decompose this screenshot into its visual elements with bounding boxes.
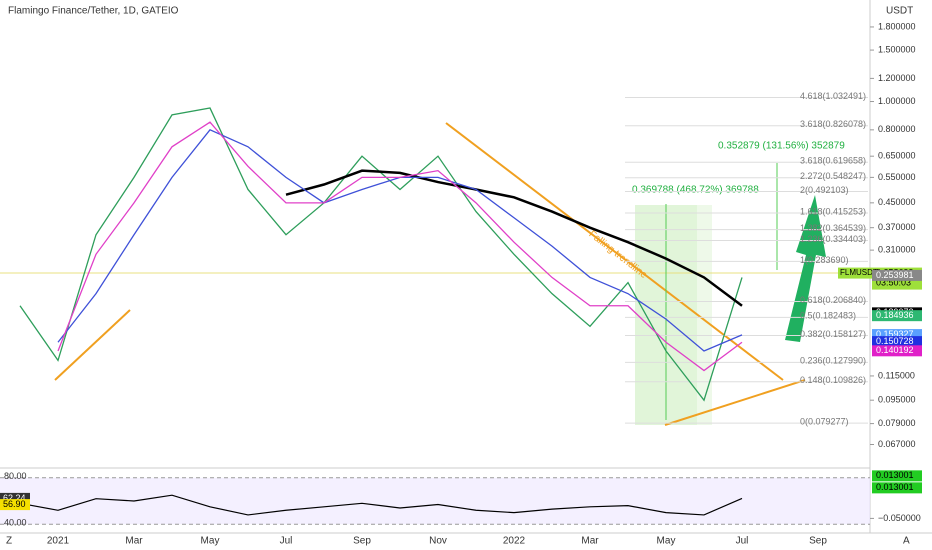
fib-label: 2.272(0.548247) [800, 171, 866, 181]
corner: A [903, 536, 910, 547]
measure-box [697, 205, 712, 425]
x-tick-label: Sep [353, 536, 371, 547]
price-badge: 0.159327 [872, 329, 922, 341]
arrow [785, 195, 826, 342]
fib-label: 3.618(0.826078) [800, 119, 866, 129]
badge-bg [838, 267, 872, 279]
badge-value: 0.150728 [876, 336, 914, 346]
y2-tick-label: −0.050000 [878, 513, 921, 523]
badge-value: 0.184936 [876, 310, 914, 320]
y-tick-label: 0.450000 [878, 197, 916, 207]
badge-bg [0, 492, 30, 504]
fib-label: 1(0.283690) [800, 255, 849, 265]
badge-value: 0.159327 [876, 329, 914, 339]
y-tick-label: 0.067000 [878, 439, 916, 449]
badge-bg [872, 482, 922, 494]
x-tick-label: Mar [125, 536, 143, 547]
x-tick-label: May [657, 536, 676, 547]
y-tick-label: 1.200000 [878, 73, 916, 83]
series-line [19, 494, 743, 516]
badge-bg [872, 336, 922, 348]
panel-badge: 56.90 [0, 499, 30, 511]
trendline [54, 309, 131, 381]
badge-value: 0.253981 [876, 270, 914, 280]
x-tick-label: Sep [809, 536, 827, 547]
price-badge: 0.150728 [872, 336, 922, 348]
badge-value: 0.013001 [876, 482, 914, 492]
title: Flamingo Finance/Tether, 1D, GATEIO [8, 6, 179, 17]
trendline [664, 379, 806, 426]
y-tick-label: 0.095000 [878, 395, 916, 405]
y-tick-label: 80.00 [4, 471, 27, 481]
currency: USDT [886, 6, 913, 17]
y-tick-label: 0.800000 [878, 124, 916, 134]
badge-bg [872, 470, 922, 482]
annotation: 0.369788 (468.72%) 369788 [632, 185, 759, 196]
x-tick-label: 2021 [47, 536, 70, 547]
price-badge: 0.184936 [872, 310, 922, 322]
fib-label: 0.618(0.206840) [800, 295, 866, 305]
y-tick-label: 0.310000 [878, 245, 916, 255]
fib-label: 0(0.079277) [800, 417, 849, 427]
fib-label: 3.618(0.619658) [800, 156, 866, 166]
fib-label: 2(0.492103) [800, 185, 849, 195]
fib-label: 0.5(0.182483) [800, 311, 856, 321]
badge-value: 62.24 [3, 493, 26, 503]
fib-label: 0.148(0.109826) [800, 375, 866, 385]
panel-band [0, 477, 870, 525]
fib-label: 4.618(1.032491) [800, 91, 866, 101]
panel-badge: 62.24 [0, 493, 30, 504]
y-tick-label: 0.115000 [878, 370, 915, 380]
y-tick-label: 1.500000 [878, 44, 916, 54]
series-line [285, 169, 743, 307]
y-tick-label: 0.650000 [878, 151, 916, 161]
fib-label: 0.236(0.127990) [800, 356, 866, 366]
y-tick-label: 40.00 [4, 518, 27, 528]
badge-value: 0.140192 [876, 345, 914, 355]
panel-badge: 0.013001 [872, 470, 922, 482]
annotation: 0.352879 (131.56%) 352879 [718, 141, 845, 152]
series-line [57, 121, 743, 372]
panel-badge: 0.013001 [872, 482, 922, 494]
fib-label: 1.382(0.364539) [800, 223, 866, 233]
x-tick-label: 2022 [503, 536, 526, 547]
y-tick-label: 0.550000 [878, 172, 916, 182]
y-tick-label: 0.079000 [878, 418, 916, 428]
corner: Z [6, 536, 12, 547]
y-tick-label: 1.800000 [878, 21, 916, 31]
badge-bg [872, 269, 922, 281]
fib-label: 0.382(0.158127) [800, 329, 866, 339]
fib-label: 1.618(0.415253) [800, 206, 866, 216]
badge-value: 0.013001 [876, 470, 914, 480]
badge-name: FLMUSDT [840, 268, 878, 277]
badge-bg [872, 329, 922, 341]
y-tick-label: 0.370000 [878, 222, 916, 232]
badge-value: 56.90 [3, 499, 26, 509]
fib-label: 1.236(0.334403) [800, 234, 866, 244]
y-tick-label: 1.000000 [878, 96, 916, 106]
price-badge: 0.253981 [872, 270, 922, 281]
x-tick-label: Jul [280, 536, 293, 547]
x-tick-label: May [201, 536, 220, 547]
trendline [445, 122, 784, 381]
badge-bg [0, 499, 30, 511]
badge-bg [872, 345, 922, 357]
x-tick-label: Nov [429, 536, 447, 547]
x-tick-label: Mar [581, 536, 599, 547]
badge-timer: 03:50:03 [876, 277, 911, 287]
x-tick-label: Jul [736, 536, 749, 547]
price-badge: 0.140192 [872, 345, 922, 357]
badge-bg [872, 310, 922, 322]
